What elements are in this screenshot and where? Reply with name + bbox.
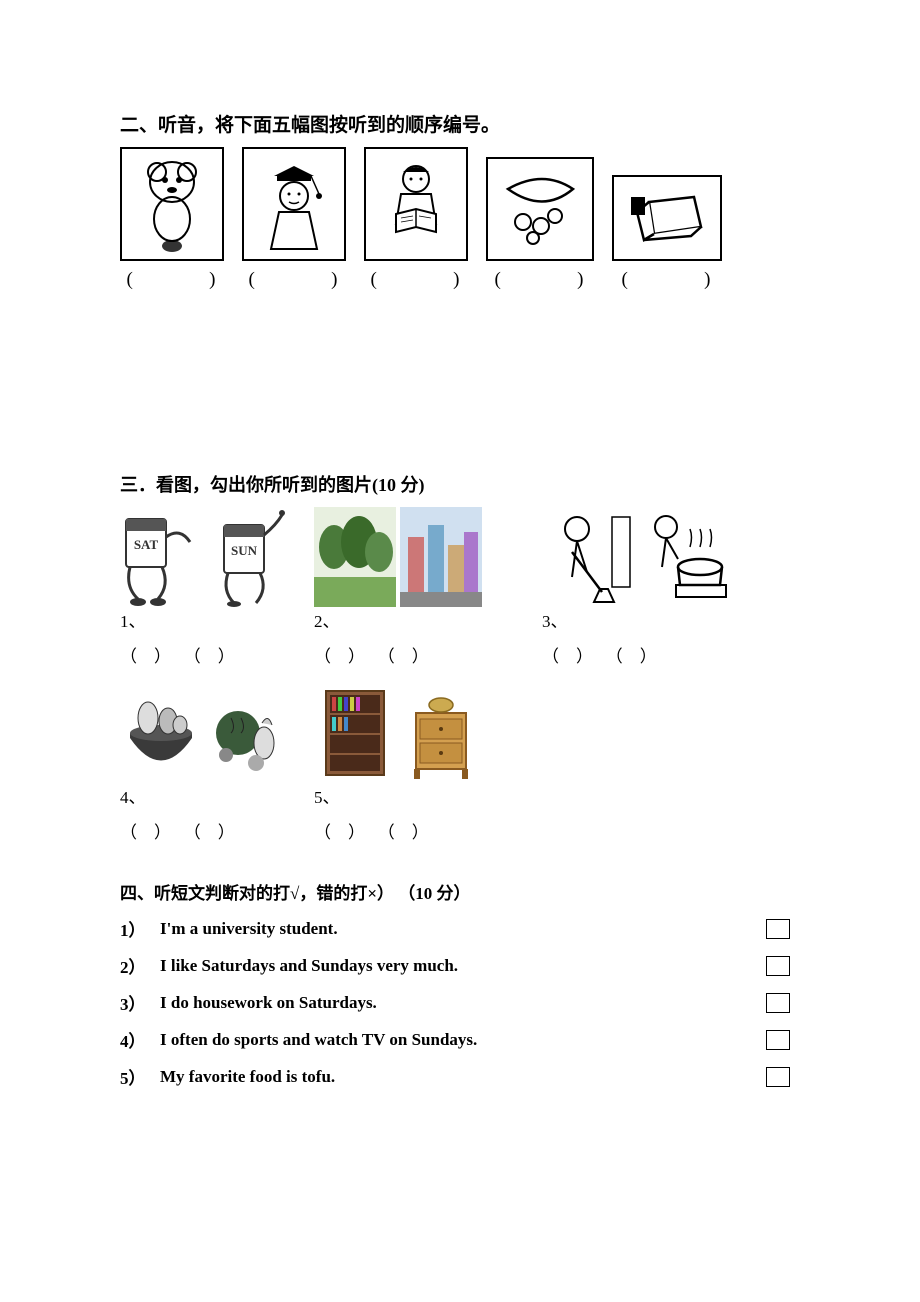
calendar-sat-icon: SAT (120, 507, 202, 607)
sec4-item-2: 2） I like Saturdays and Sundays very muc… (120, 953, 800, 978)
sweeping-icon (542, 507, 634, 607)
calendar-sun-icon: SUN (206, 507, 288, 607)
bookshelf-icon (314, 683, 396, 783)
tofu-icon (612, 175, 722, 261)
section-2-images-row: ( ) ( (120, 147, 800, 291)
sec3-group-2: 2、 （ ） （ ） (314, 507, 482, 667)
sec4-item-3: 3） I do housework on Saturdays. (120, 990, 800, 1015)
monkey-icon (120, 147, 224, 261)
checkbox[interactable] (766, 919, 790, 939)
sec2-item-3: ( ) (364, 147, 468, 291)
forest-icon (314, 507, 396, 607)
section-4: 四、听短文判断对的打√，错的打×） （10 分） 1） I'm a univer… (120, 879, 800, 1089)
item-text: My favorite food is tofu. (160, 1067, 766, 1087)
sec3-group-5: 5、 （ ） （ ） (314, 683, 482, 843)
paren[interactable]: ( ) (249, 269, 340, 291)
checkbox[interactable] (766, 1030, 790, 1050)
paren[interactable]: ( ) (127, 269, 218, 291)
paren-pair[interactable]: （ ） （ ） (120, 818, 288, 843)
dresser-icon (400, 683, 482, 783)
sec2-item-1: ( ) (120, 147, 224, 291)
fruits-icon (206, 683, 288, 783)
cooking-icon (638, 507, 730, 607)
sec3-row-2: 4、 （ ） （ ） (120, 683, 800, 843)
item-num: 5） (120, 1064, 160, 1089)
item-text: I like Saturdays and Sundays very much. (160, 956, 766, 976)
group-label: 2、 (314, 607, 482, 632)
sec3-group-1: SAT SUN (120, 507, 288, 667)
section-4-title: 四、听短文判断对的打√，错的打×） （10 分） (120, 879, 800, 904)
paren-pair[interactable]: （ ） （ ） (314, 818, 482, 843)
paren-pair[interactable]: （ ） （ ） (120, 642, 288, 667)
section-3: 三．看图，勾出你所听到的图片(10 分) SAT (120, 471, 800, 843)
paren[interactable]: ( ) (495, 269, 586, 291)
group-label: 1、 (120, 607, 288, 632)
sec3-group-3: 3、 （ ） （ ） (542, 507, 730, 667)
checkbox[interactable] (766, 1067, 790, 1087)
item-num: 2） (120, 953, 160, 978)
city-icon (400, 507, 482, 607)
section-2: 二、听音，将下面五幅图按听到的顺序编号。 ( ) (120, 110, 800, 291)
vegetables-basket-icon (120, 683, 202, 783)
item-text: I often do sports and watch TV on Sunday… (160, 1030, 766, 1050)
group-label: 5、 (314, 783, 482, 808)
paren-pair[interactable]: （ ） （ ） (314, 642, 482, 667)
paren-pair[interactable]: （ ） （ ） (542, 642, 730, 667)
item-text: I do housework on Saturdays. (160, 993, 766, 1013)
item-num: 4） (120, 1027, 160, 1052)
item-num: 3） (120, 990, 160, 1015)
svg-text:SAT: SAT (134, 537, 159, 552)
item-text: I'm a university student. (160, 919, 766, 939)
graduate-icon (242, 147, 346, 261)
svg-text:SUN: SUN (231, 543, 258, 558)
paren[interactable]: ( ) (371, 269, 462, 291)
section-3-title: 三．看图，勾出你所听到的图片(10 分) (120, 471, 800, 497)
group-label: 4、 (120, 783, 288, 808)
checkbox[interactable] (766, 993, 790, 1013)
peas-icon (486, 157, 594, 261)
sec3-group-4: 4、 （ ） （ ） (120, 683, 288, 843)
reading-icon (364, 147, 468, 261)
sec2-item-4: ( ) (486, 157, 594, 291)
section-2-title: 二、听音，将下面五幅图按听到的顺序编号。 (120, 110, 800, 137)
checkbox[interactable] (766, 956, 790, 976)
sec4-item-4: 4） I often do sports and watch TV on Sun… (120, 1027, 800, 1052)
paren[interactable]: ( ) (622, 269, 713, 291)
sec2-item-2: ( ) (242, 147, 346, 291)
item-num: 1） (120, 916, 160, 941)
sec3-row-1: SAT SUN (120, 507, 800, 667)
sec4-item-1: 1） I'm a university student. (120, 916, 800, 941)
group-label: 3、 (542, 607, 730, 632)
sec2-item-5: ( ) (612, 175, 722, 291)
sec4-item-5: 5） My favorite food is tofu. (120, 1064, 800, 1089)
